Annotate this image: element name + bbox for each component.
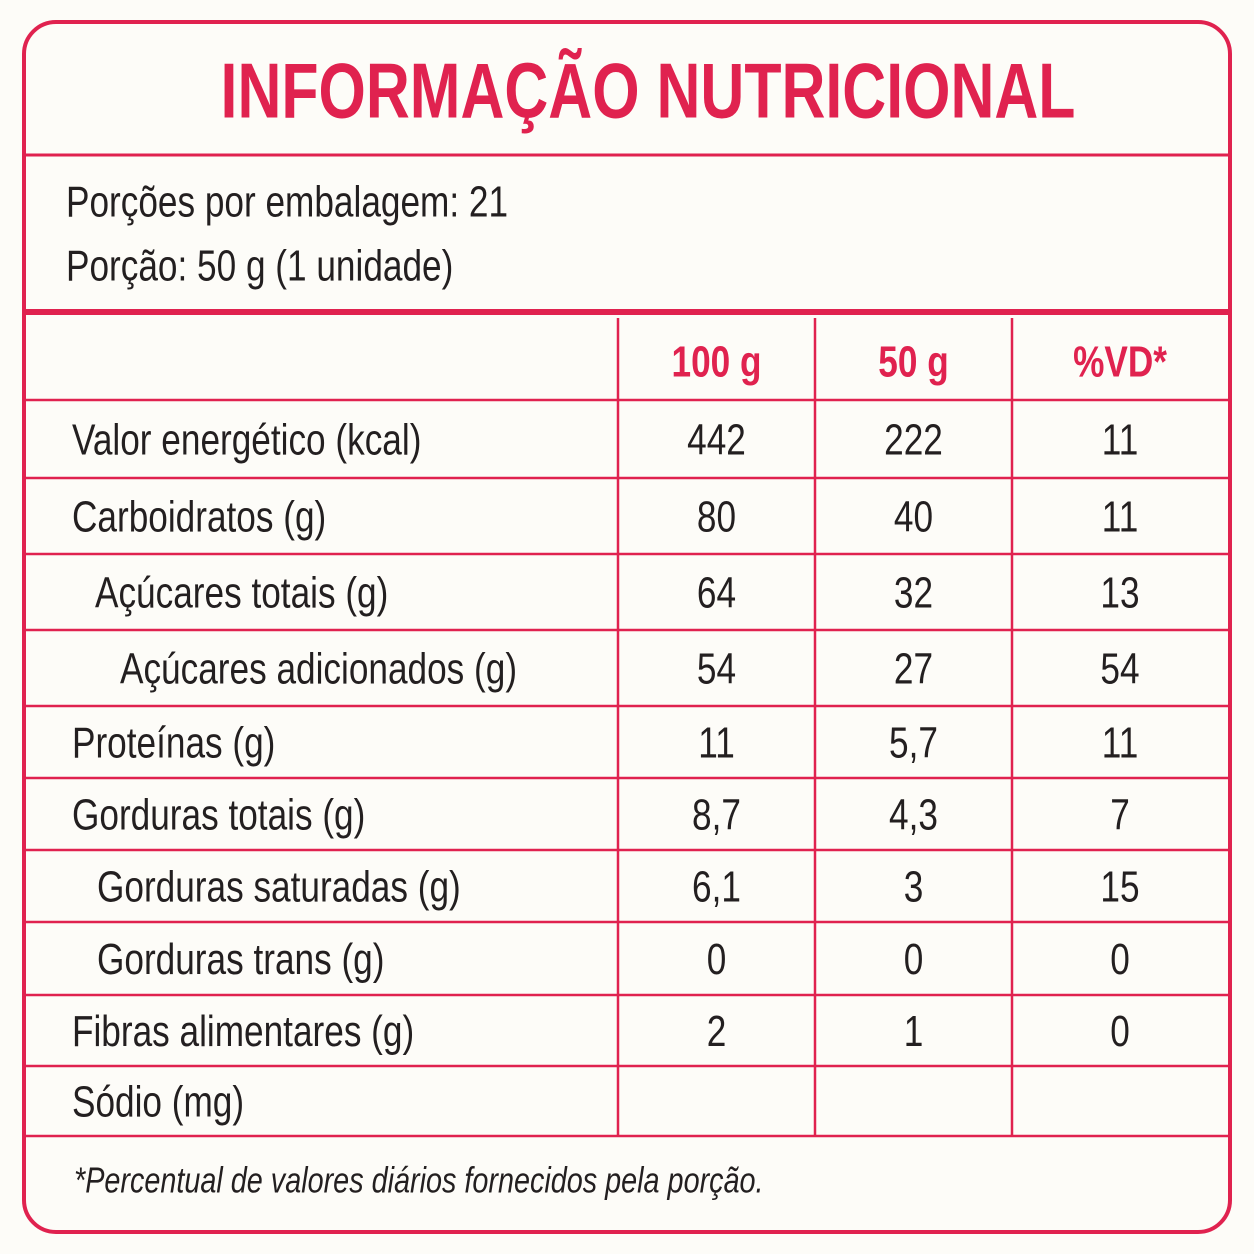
row-label-group: Gorduras trans (g): [97, 935, 384, 984]
cell-value-group: 40: [894, 493, 933, 542]
column-header: %VD*: [1073, 338, 1167, 387]
row-label: Fibras alimentares (g): [72, 1007, 414, 1056]
footnote: *Percentual de valores diários fornecido…: [74, 1159, 764, 1200]
row-label-group: Fibras alimentares (g): [72, 1007, 414, 1056]
cell-value: 4,3: [889, 791, 938, 840]
cell-value-group: 15: [1100, 863, 1139, 912]
cell-value-group: 32: [894, 569, 933, 618]
row-label: Gorduras trans (g): [97, 935, 384, 984]
cell-value-group: 80: [697, 493, 736, 542]
serving-line-group: Porções por embalagem: 21: [66, 178, 508, 227]
cell-value: 3: [904, 863, 924, 912]
row-label: Gorduras saturadas (g): [97, 863, 461, 912]
column-header-group: 100 g: [672, 338, 762, 387]
cell-value: 5,7: [889, 719, 938, 768]
cell-value-group: 54: [1100, 645, 1139, 694]
cell-value: 0: [904, 935, 924, 984]
cell-value: 6,1: [692, 863, 741, 912]
cell-value-group: 6,1: [692, 863, 741, 912]
row-label-group: Açúcares adicionados (g): [120, 645, 517, 694]
cell-value-group: 13: [1100, 569, 1139, 618]
column-header-group: %VD*: [1073, 338, 1167, 387]
cell-value-group: 5,7: [889, 719, 938, 768]
cell-value: 64: [697, 569, 736, 618]
row-label-group: Proteínas (g): [72, 719, 275, 768]
row-label-group: Carboidratos (g): [72, 493, 326, 542]
cell-value-group: 11: [1102, 416, 1139, 465]
column-header-group: 50 g: [878, 338, 948, 387]
cell-value: 27: [894, 645, 933, 694]
cell-value: 0: [707, 935, 727, 984]
cell-value-group: 2: [707, 1007, 727, 1056]
cell-value: 11: [1102, 416, 1139, 465]
cell-value: 80: [697, 493, 736, 542]
row-label: Açúcares adicionados (g): [120, 645, 517, 694]
cell-value: 11: [1102, 493, 1139, 542]
row-label-group: Gorduras saturadas (g): [97, 863, 461, 912]
cell-value-group: 222: [884, 416, 943, 465]
row-label: Carboidratos (g): [72, 493, 326, 542]
cell-value-group: 7: [1110, 791, 1130, 840]
cell-value: 15: [1100, 863, 1139, 912]
cell-value: 11: [1102, 719, 1139, 768]
cell-value-group: 0: [1110, 935, 1130, 984]
cell-value: 40: [894, 493, 933, 542]
row-label-group: Açúcares totais (g): [95, 569, 388, 618]
serving-line-group: Porção: 50 g (1 unidade): [66, 242, 453, 291]
serving-line: Porções por embalagem: 21: [66, 178, 508, 227]
cell-value-group: 11: [698, 719, 735, 768]
column-header: 100 g: [672, 338, 762, 387]
cell-value: 0: [1110, 935, 1130, 984]
cell-value: 54: [1100, 645, 1139, 694]
cell-value: 54: [697, 645, 736, 694]
cell-value-group: 0: [904, 935, 924, 984]
column-header: 50 g: [878, 338, 948, 387]
cell-value: 8,7: [692, 791, 741, 840]
serving-line: Porção: 50 g (1 unidade): [66, 242, 453, 291]
row-label-group: Valor energético (kcal): [72, 416, 421, 465]
cell-value: 2: [707, 1007, 727, 1056]
cell-value-group: 3: [904, 863, 924, 912]
row-label-group: Gorduras totais (g): [72, 791, 365, 840]
cell-value: 442: [687, 416, 746, 465]
cell-value-group: 0: [1110, 1007, 1130, 1056]
cell-value-group: 54: [697, 645, 736, 694]
frame: [22, 20, 1232, 1234]
cell-value-group: 0: [707, 935, 727, 984]
row-label: Sódio (mg): [72, 1078, 244, 1127]
cell-value: 7: [1110, 791, 1130, 840]
cell-value-group: 8,7: [692, 791, 741, 840]
title-group: INFORMAÇÃO NUTRICIONAL: [221, 47, 1076, 134]
cell-value-group: 4,3: [889, 791, 938, 840]
title: INFORMAÇÃO NUTRICIONAL: [221, 47, 1076, 134]
row-label: Proteínas (g): [72, 719, 275, 768]
row-label: Açúcares totais (g): [95, 569, 388, 618]
cell-value: 13: [1100, 569, 1139, 618]
cell-value: 32: [894, 569, 933, 618]
cell-value-group: 11: [1102, 719, 1139, 768]
cell-value-group: 1: [904, 1007, 924, 1056]
row-label: Gorduras totais (g): [72, 791, 365, 840]
cell-value-group: 442: [687, 416, 746, 465]
cell-value-group: 11: [1102, 493, 1139, 542]
cell-value: 11: [698, 719, 735, 768]
footnote-group: *Percentual de valores diários fornecido…: [74, 1159, 764, 1200]
row-label-group: Sódio (mg): [72, 1078, 244, 1127]
cell-value-group: 27: [894, 645, 933, 694]
row-label: Valor energético (kcal): [72, 416, 421, 465]
cell-value: 222: [884, 416, 943, 465]
cell-value: 0: [1110, 1007, 1130, 1056]
cell-value: 1: [904, 1007, 924, 1056]
cell-value-group: 64: [697, 569, 736, 618]
